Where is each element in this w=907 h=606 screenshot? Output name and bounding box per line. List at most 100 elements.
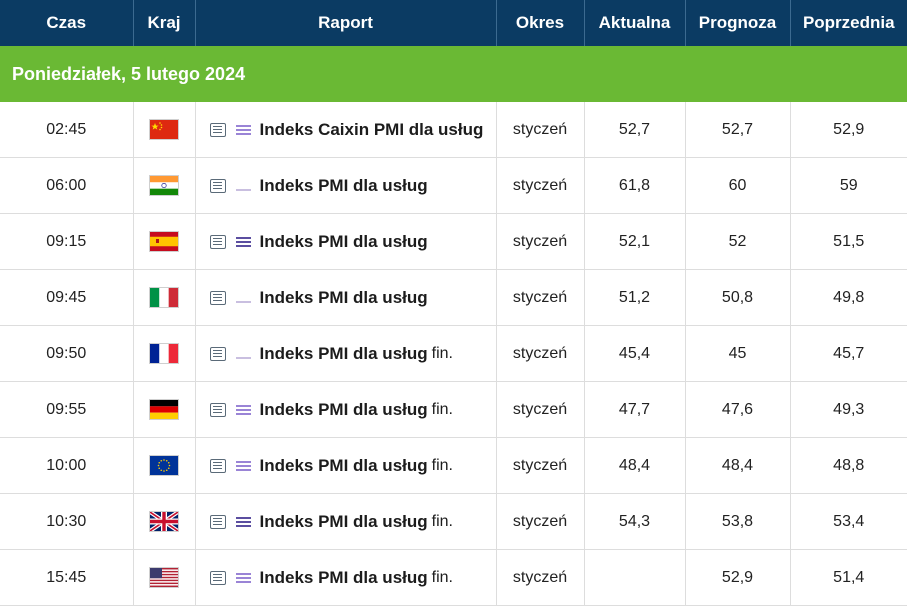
event-period: styczeń <box>496 213 585 270</box>
event-period: styczeń <box>496 437 585 494</box>
event-name-link[interactable]: Indeks PMI dla usług <box>259 399 428 419</box>
event-report-cell[interactable]: Indeks PMI dla usług <box>195 213 497 270</box>
event-actual: 52,1 <box>584 213 686 270</box>
event-actual: 47,7 <box>584 381 686 438</box>
event-name-link[interactable]: Indeks Caixin PMI dla usług <box>259 119 484 139</box>
table-row[interactable]: 10:30 Indeks PMI dla usług fin. styczeń … <box>0 493 907 550</box>
event-previous: 51,5 <box>790 213 907 270</box>
details-list-icon[interactable] <box>209 290 226 305</box>
event-actual: 48,4 <box>584 437 686 494</box>
event-period: styczeń <box>496 157 585 214</box>
event-forecast: 52 <box>685 213 791 270</box>
importance-icon <box>235 292 251 304</box>
importance-icon <box>235 348 251 360</box>
event-name-link[interactable]: Indeks PMI dla usług <box>259 175 428 195</box>
event-name-link[interactable]: Indeks PMI dla usług <box>259 343 428 363</box>
event-actual: 51,2 <box>584 269 686 326</box>
country-flag-cell <box>133 549 196 606</box>
event-name-link[interactable]: Indeks PMI dla usług <box>259 455 428 475</box>
table-row[interactable]: 09:45 Indeks PMI dla usług styczeń 51,2 … <box>0 269 907 326</box>
event-forecast: 50,8 <box>685 269 791 326</box>
header-actual[interactable]: Aktualna <box>584 0 686 46</box>
importance-icon <box>235 460 251 472</box>
details-list-icon[interactable] <box>209 122 226 137</box>
importance-icon <box>235 236 251 248</box>
eurozone-flag-icon <box>150 456 178 475</box>
event-forecast: 45 <box>685 325 791 382</box>
event-name-link[interactable]: Indeks PMI dla usług <box>259 231 428 251</box>
event-suffix: fin. <box>431 512 453 530</box>
event-time: 09:45 <box>0 269 134 326</box>
event-forecast: 60 <box>685 157 791 214</box>
event-report-cell[interactable]: Indeks PMI dla usług fin. <box>195 381 497 438</box>
event-actual: 45,4 <box>584 325 686 382</box>
country-flag-cell <box>133 269 196 326</box>
event-report-cell[interactable]: Indeks PMI dla usług fin. <box>195 437 497 494</box>
usa-flag-icon <box>150 568 178 587</box>
italy-flag-icon <box>150 288 178 307</box>
header-country[interactable]: Kraj <box>133 0 196 46</box>
table-row[interactable]: 09:55 Indeks PMI dla usług fin. styczeń … <box>0 381 907 438</box>
event-report-cell[interactable]: Indeks PMI dla usług fin. <box>195 325 497 382</box>
details-list-icon[interactable] <box>209 570 226 585</box>
event-forecast: 52,9 <box>685 549 791 606</box>
details-list-icon[interactable] <box>209 234 226 249</box>
country-flag-cell <box>133 381 196 438</box>
details-list-icon[interactable] <box>209 514 226 529</box>
header-time[interactable]: Czas <box>0 0 134 46</box>
details-list-icon[interactable] <box>209 402 226 417</box>
event-period: styczeń <box>496 269 585 326</box>
day-label: Poniedziałek, 5 lutego 2024 <box>0 46 907 102</box>
event-suffix: fin. <box>431 344 453 362</box>
table-row[interactable]: 10:00 Indeks PMI dla usług fin. styczeń … <box>0 437 907 494</box>
table-row[interactable]: 06:00 Indeks PMI dla usług styczeń 61,8 … <box>0 157 907 214</box>
table-header: Czas Kraj Raport Okres Aktualna Prognoza… <box>0 0 907 46</box>
event-actual <box>584 549 686 606</box>
event-period: styczeń <box>496 493 585 550</box>
event-period: styczeń <box>496 102 585 158</box>
event-suffix: fin. <box>431 456 453 474</box>
header-forecast[interactable]: Prognoza <box>685 0 791 46</box>
event-name-link[interactable]: Indeks PMI dla usług <box>259 567 428 587</box>
details-list-icon[interactable] <box>209 346 226 361</box>
country-flag-cell <box>133 493 196 550</box>
event-name-link[interactable]: Indeks PMI dla usług <box>259 287 428 307</box>
importance-icon <box>235 404 251 416</box>
header-period[interactable]: Okres <box>496 0 585 46</box>
event-report-cell[interactable]: Indeks PMI dla usług <box>195 269 497 326</box>
country-flag-cell <box>133 325 196 382</box>
france-flag-icon <box>150 344 178 363</box>
event-report-cell[interactable]: Indeks PMI dla usług <box>195 157 497 214</box>
event-report-cell[interactable]: Indeks PMI dla usług fin. <box>195 549 497 606</box>
germany-flag-icon <box>150 400 178 419</box>
event-previous: 49,8 <box>790 269 907 326</box>
event-forecast: 52,7 <box>685 102 791 158</box>
importance-icon <box>235 516 251 528</box>
event-forecast: 53,8 <box>685 493 791 550</box>
event-actual: 52,7 <box>584 102 686 158</box>
table-row[interactable]: 15:45 Indeks PMI dla usług fin. styczeń … <box>0 549 907 606</box>
event-previous: 45,7 <box>790 325 907 382</box>
event-time: 02:45 <box>0 102 134 158</box>
details-list-icon[interactable] <box>209 458 226 473</box>
importance-icon <box>235 124 251 136</box>
event-report-cell[interactable]: Indeks Caixin PMI dla usług <box>195 102 497 158</box>
event-report-cell[interactable]: Indeks PMI dla usług fin. <box>195 493 497 550</box>
event-previous: 53,4 <box>790 493 907 550</box>
table-row[interactable]: 09:50 Indeks PMI dla usług fin. styczeń … <box>0 325 907 382</box>
header-report[interactable]: Raport <box>195 0 497 46</box>
event-time: 06:00 <box>0 157 134 214</box>
event-previous: 49,3 <box>790 381 907 438</box>
details-list-icon[interactable] <box>209 178 226 193</box>
spain-flag-icon <box>150 232 178 251</box>
header-previous[interactable]: Poprzednia <box>790 0 907 46</box>
event-forecast: 48,4 <box>685 437 791 494</box>
event-name-link[interactable]: Indeks PMI dla usług <box>259 511 428 531</box>
day-separator: Poniedziałek, 5 lutego 2024 <box>0 46 907 102</box>
event-time: 10:00 <box>0 437 134 494</box>
table-row[interactable]: 09:15 Indeks PMI dla usług styczeń 52,1 … <box>0 213 907 270</box>
event-time: 09:50 <box>0 325 134 382</box>
table-row[interactable]: 02:45 Indeks Caixin PMI dla usług stycze… <box>0 102 907 158</box>
event-previous: 51,4 <box>790 549 907 606</box>
